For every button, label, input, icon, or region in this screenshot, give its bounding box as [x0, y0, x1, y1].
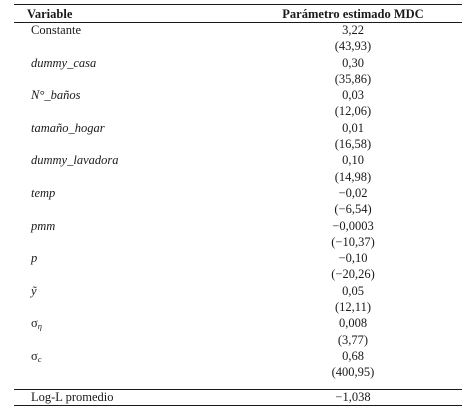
table-row: ση 0,008 (3,77) [14, 316, 462, 349]
t-statistic: (−6,54) [334, 202, 372, 217]
footer-rule [14, 389, 462, 390]
estimate-value: 0,03 [342, 88, 364, 103]
table-row: p −0,10 (−20,26) [14, 251, 462, 284]
t-statistic: (12,06) [334, 104, 372, 119]
variable-name: Constante [31, 23, 81, 37]
estimation-table: Variable Parámetro estimado MDC Constant… [14, 4, 462, 406]
estimate-value: 3,22 [342, 23, 364, 37]
variable-name: temp [31, 185, 56, 200]
variable-name: ỹ [31, 283, 37, 298]
estimate-value: 0,30 [342, 55, 364, 70]
footer-value: −1,038 [335, 390, 371, 404]
table-row: dummy_lavadora 0,10 (14,98) [14, 153, 462, 186]
variable-name: dummy_casa [31, 55, 97, 70]
header-variable: Variable [27, 6, 73, 21]
header-rule [14, 22, 462, 23]
t-statistic: (12,11) [335, 300, 371, 315]
header-estimate: Parámetro estimado MDC [282, 6, 424, 21]
variable-name: σc [14, 349, 273, 367]
variable-name: ση [14, 316, 273, 334]
variable-subscript: c [37, 353, 42, 364]
estimate-value: −0,10 [338, 251, 368, 266]
table-footer: Log-L promedio −1,038 [14, 390, 462, 405]
variable-name: p [31, 251, 38, 266]
estimate-value: 0,008 [338, 316, 368, 331]
table-row: N°_baños 0,03 (12,06) [14, 88, 462, 121]
table-body: Constante 3,22 (43,93) dummy_casa 0,30 (35… [14, 23, 462, 389]
estimate-value: 0,10 [342, 153, 364, 168]
t-statistic: (35,86) [334, 71, 372, 86]
variable-name: pmm [31, 218, 56, 233]
variable-name: tamaño_hogar [31, 120, 105, 135]
t-statistic: (400,95) [331, 365, 375, 380]
t-statistic: (−20,26) [331, 267, 375, 282]
table-row: tamaño_hogar 0,01 (16,58) [14, 121, 462, 154]
variable-symbol: σ [31, 316, 38, 331]
table-row: ỹ 0,05 (12,11) [14, 284, 462, 317]
variable-name: N°_baños [31, 88, 81, 103]
footer-label: Log-L promedio [31, 390, 114, 404]
estimate-value: −0,0003 [332, 218, 374, 233]
variable-subscript: η [37, 321, 42, 332]
variable-symbol: σ [31, 348, 38, 363]
estimate-value: −0,02 [338, 185, 368, 200]
estimate-value: 0,05 [342, 283, 364, 298]
table-row: pmm −0,0003 (−10,37) [14, 219, 462, 252]
table-row: dummy_casa 0,30 (35,86) [14, 56, 462, 89]
t-statistic: (14,98) [334, 169, 372, 184]
table-row: temp −0,02 (−6,54) [14, 186, 462, 219]
t-statistic: (43,93) [334, 39, 372, 54]
t-statistic: (16,58) [334, 137, 372, 152]
table-header: Variable Parámetro estimado MDC [14, 5, 462, 22]
estimate-value: 0,01 [342, 120, 364, 135]
table-row: Constante 3,22 (43,93) [14, 23, 462, 56]
estimate-value: 0,68 [342, 348, 364, 363]
top-rule [14, 4, 462, 5]
t-statistic: (−10,37) [331, 234, 375, 249]
t-statistic: (3,77) [337, 332, 369, 347]
table-row: σc 0,68 (400,95) [14, 349, 462, 382]
variable-name: dummy_lavadora [31, 153, 119, 168]
